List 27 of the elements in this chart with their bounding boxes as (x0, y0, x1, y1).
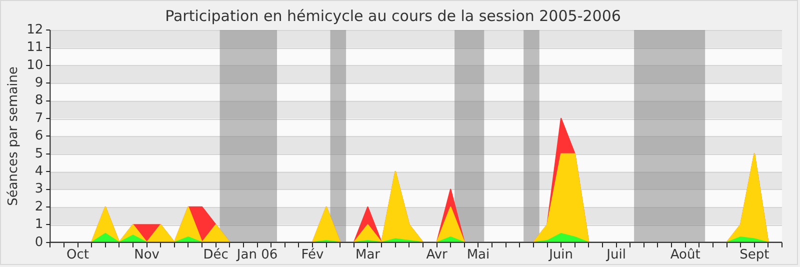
x-tick-label: Juil (606, 248, 626, 263)
y-axis-title: Séances par semaine (6, 66, 22, 206)
chart-title: Participation en hémicycle au cours de la session 2005-2006 (165, 6, 621, 25)
x-tick-label: Mar (355, 248, 381, 263)
y-tick-label: 11 (26, 40, 44, 56)
y-tick-label: 6 (34, 128, 44, 144)
y-tick-label: 9 (34, 75, 44, 90)
x-tick-label: Juin (548, 248, 574, 263)
y-tick-label: 8 (34, 93, 44, 108)
x-tick-label: Jan 06 (236, 248, 278, 263)
y-tick-label: 12 (26, 22, 44, 38)
y-tick-label: 2 (34, 199, 44, 214)
y-tick-label: 3 (34, 182, 44, 197)
y-tick-label: 0 (34, 234, 44, 250)
y-tick-label: 1 (34, 217, 44, 232)
y-tick-label: 7 (34, 110, 44, 126)
x-tick-label: Déc (203, 248, 228, 263)
x-tick-label: Fév (301, 248, 324, 263)
x-tick-label: Mai (466, 248, 490, 263)
x-tick-label: Nov (134, 248, 160, 263)
x-tick-label: Août (670, 248, 700, 263)
y-tick-label: 5 (34, 146, 44, 162)
y-tick-label: 10 (26, 58, 44, 73)
y-tick-label: 4 (34, 164, 44, 179)
x-tick-label: Sept (740, 248, 770, 263)
x-tick-label: Oct (66, 248, 89, 263)
x-tick-label: Avr (426, 248, 448, 263)
